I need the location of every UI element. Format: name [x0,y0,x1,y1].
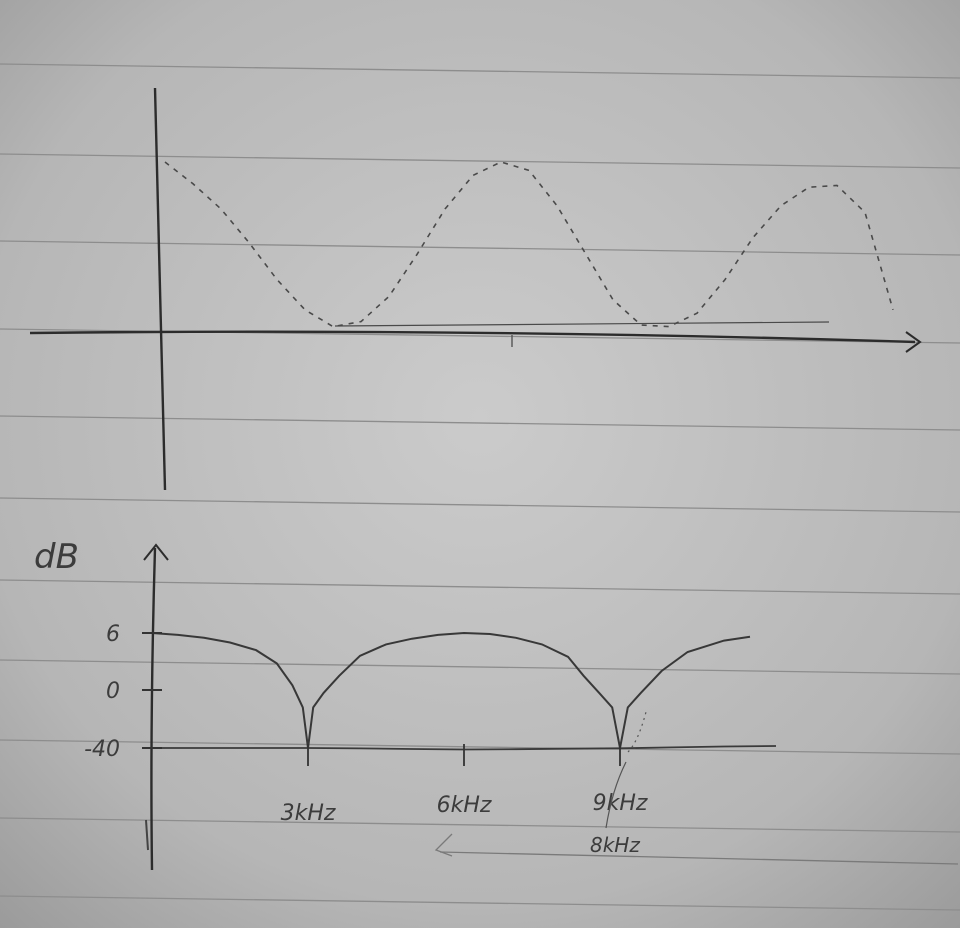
ruled-line [0,497,960,513]
ruled-line [0,63,960,79]
bottom-axes [143,543,169,871]
x-tick-label: 9kHz [593,791,648,816]
annotation-8khz: 8kHz [590,833,640,857]
bottom-axis-stub [145,819,149,851]
top-axes [29,87,922,491]
bottom-y-arrow [143,543,169,561]
ruled-line [0,817,960,833]
top-envelope-line [334,321,830,327]
top-dashed-curve [164,161,894,328]
ruled-line [0,153,960,169]
bottom-response-curve [151,631,751,749]
annotation-pointer [605,761,627,829]
bottom-y-ticks: 6 0 -40 [84,622,162,762]
ruled-line [0,579,960,595]
y-tick-label: 6 [106,622,120,647]
top-y-axis [153,87,167,491]
chart-top [29,87,922,491]
x-tick-label: 6kHz [437,793,492,818]
bottom-x-ticks: 3kHz 6kHz 9kHz [281,744,648,826]
y-tick-label: 0 [106,679,120,704]
chart-bottom: dB 6 0 -40 3kHz 6kHz 9kHz 8kHz [34,537,959,871]
top-x-axis [29,330,916,344]
annotation-arrow-head [434,833,453,857]
ruled-line [0,895,960,911]
ruled-line [0,739,960,755]
x-tick-label: 3kHz [281,801,336,826]
y-axis-label: dB [34,537,79,577]
annotation-arrow-line [439,851,959,865]
top-x-arrow [905,331,922,353]
y-tick-label: -40 [84,737,120,762]
bottom-y-axis [150,547,157,871]
ruled-line [0,415,960,431]
ruled-line [0,659,960,675]
